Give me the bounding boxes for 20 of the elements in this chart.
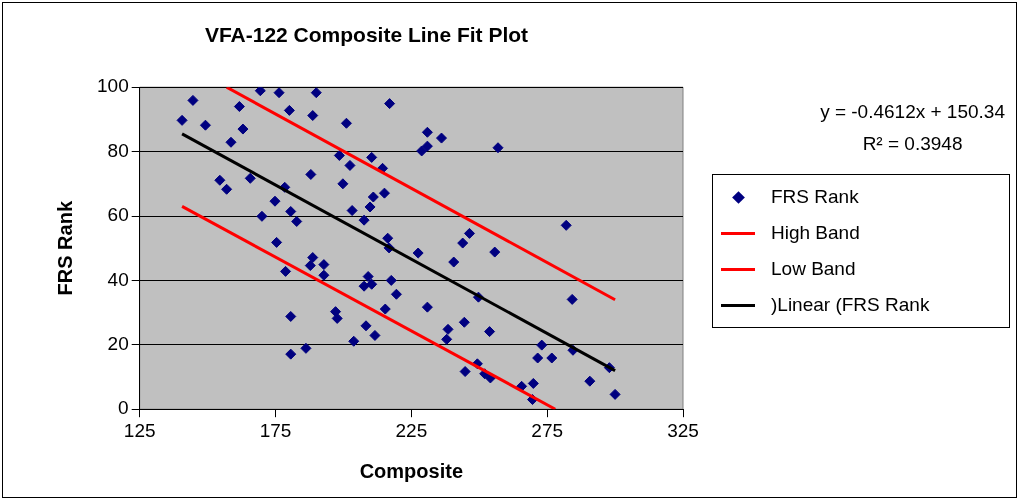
legend-label: Low Band [771,258,856,280]
y-tick-label: 0 [118,397,129,419]
chart-title: VFA-122 Composite Line Fit Plot [204,23,529,47]
x-tick-label: 125 [123,419,156,441]
text: R² = 0.3948 [861,132,964,156]
legend-label: High Band [771,222,860,244]
x-axis-title: Composite [359,459,464,482]
x-tick-label: 225 [395,419,428,441]
y-axis-title: FRS Rank [53,200,76,296]
x-tick-label: 275 [531,419,564,441]
y-tick-label: 100 [97,75,129,97]
y-tick-label: 60 [107,204,129,226]
legend-label: FRS Rank [771,186,859,208]
text: y = -0.4612x + 150.34 [820,100,1005,124]
legend-label: )Linear (FRS Rank [771,294,930,316]
y-tick-label: 80 [107,139,129,161]
x-tick-label: 325 [667,419,699,441]
y-tick-label: 20 [107,333,129,355]
y-tick-label: 40 [107,268,129,290]
x-tick-label: 175 [259,419,292,441]
